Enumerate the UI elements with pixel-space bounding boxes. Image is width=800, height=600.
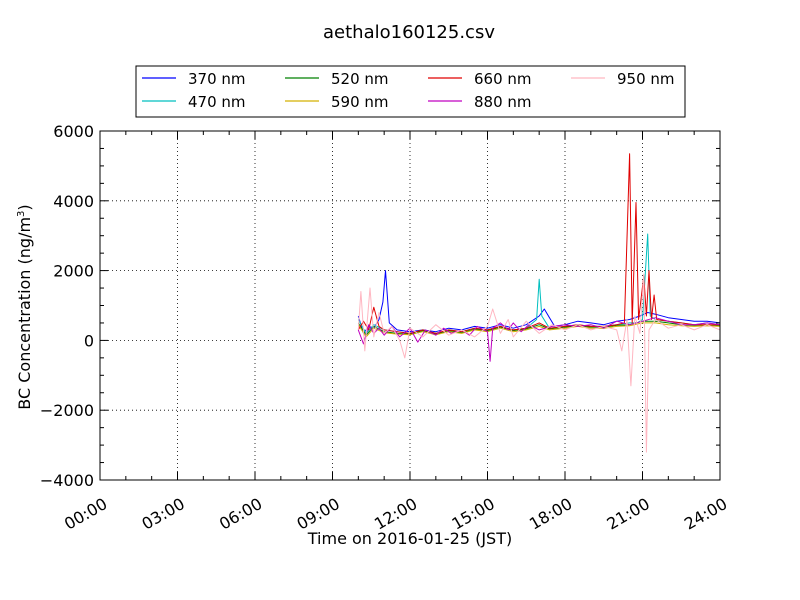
legend-label: 370 nm xyxy=(188,70,246,88)
x-tick-labels: 00:00 03:00 06:00 09:00 12:00 15:00 18:00 21:00… xyxy=(61,494,730,534)
y-tick-label: 0 xyxy=(84,331,94,350)
y-tick-label: 4000 xyxy=(53,192,94,211)
x-tick-label: 21:00 xyxy=(603,494,652,534)
legend-label: 590 nm xyxy=(331,93,389,111)
x-tick-label: 24:00 xyxy=(681,494,730,534)
y-axis-label-close: ) xyxy=(15,204,34,210)
ticks xyxy=(99,130,721,481)
legend: 370 nm 470 nm 520 nm 590 nm 660 nm 880 nm 950 … xyxy=(135,65,686,118)
legend-label: 950 nm xyxy=(617,70,675,88)
y-axis-label-sup: 3 xyxy=(16,211,27,217)
series-line-590-nm xyxy=(357,322,721,338)
legend-label: 880 nm xyxy=(474,93,532,111)
x-tick-label: 18:00 xyxy=(526,494,575,534)
series-layer xyxy=(357,153,721,453)
x-tick-label: 12:00 xyxy=(371,494,420,534)
y-tick-label: −4000 xyxy=(40,471,94,490)
x-tick-label: 06:00 xyxy=(216,494,265,534)
y-tick-label: 6000 xyxy=(53,122,94,141)
legend-label: 660 nm xyxy=(474,70,532,88)
y-axis-label: BC Concentration (ng/m3) xyxy=(15,204,34,409)
x-tick-label: 09:00 xyxy=(293,494,342,534)
legend-label: 520 nm xyxy=(331,70,389,88)
grid xyxy=(100,131,720,480)
y-tick-labels: −4000 −2000 0 2000 4000 6000 xyxy=(40,122,94,490)
x-tick-label: 00:00 xyxy=(61,494,110,534)
series-line-950-nm xyxy=(357,273,721,453)
series-line-370-nm xyxy=(357,270,721,334)
y-axis-label-main: BC Concentration (ng/m xyxy=(15,217,34,410)
x-tick-label: 03:00 xyxy=(138,494,187,534)
legend-box xyxy=(135,65,686,118)
series-line-660-nm xyxy=(357,153,720,334)
x-tick-label: 15:00 xyxy=(448,494,497,534)
legend-label: 470 nm xyxy=(188,93,246,111)
x-axis-label: Time on 2016-01-25 (JST) xyxy=(307,529,512,548)
series-line-470-nm xyxy=(357,233,721,334)
series-line-880-nm xyxy=(357,317,721,362)
y-tick-label: −2000 xyxy=(40,401,94,420)
y-tick-label: 2000 xyxy=(53,262,94,281)
chart-title: aethalo160125.csv xyxy=(323,22,495,43)
